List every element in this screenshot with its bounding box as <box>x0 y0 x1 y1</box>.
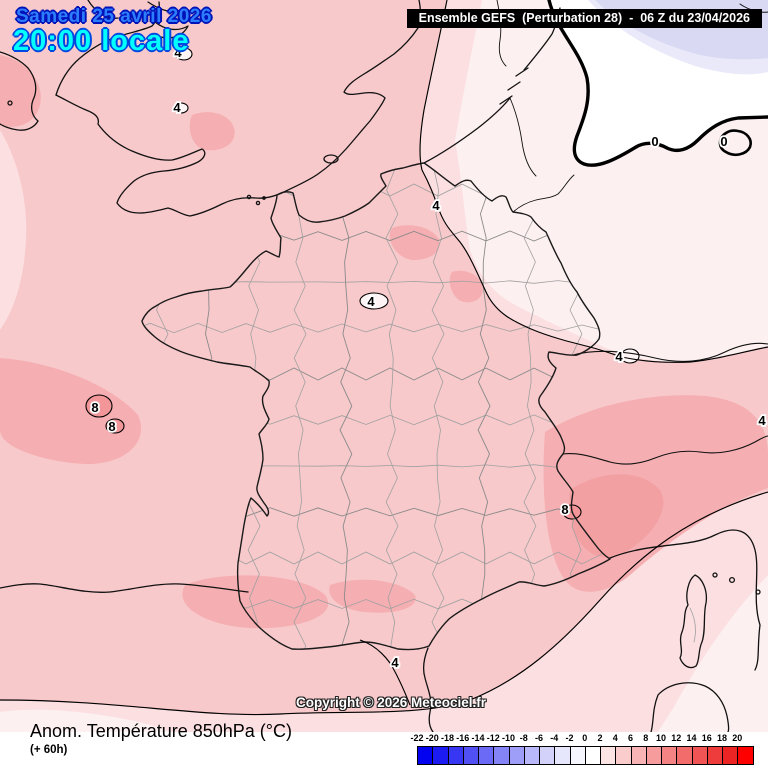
left-light-strip <box>0 130 27 330</box>
color-scale-bar <box>417 746 754 765</box>
model-run-info: Ensemble GEFS (Perturbation 28) - 06 Z d… <box>406 9 762 28</box>
contour-value-label: 4 <box>367 294 375 309</box>
contour-value-label: 4 <box>758 413 766 428</box>
scale-tick-label: 4 <box>612 733 618 743</box>
scale-color-cell <box>509 747 525 764</box>
scale-tick-label: 12 <box>671 733 682 743</box>
department-line <box>385 169 399 650</box>
scale-tick-label: 10 <box>655 733 667 743</box>
date-line: Samedi 25 avril 2026 <box>16 6 212 27</box>
scale-tick-label: -16 <box>456 733 470 743</box>
local-time-line: 20:00 locale <box>13 25 190 57</box>
scale-color-cell <box>662 747 678 764</box>
scale-tick-label: -8 <box>519 733 528 743</box>
department-line <box>339 169 353 650</box>
scale-color-cell <box>677 747 693 764</box>
scale-tick-label: 8 <box>643 733 649 743</box>
contour-value-label: 8 <box>108 419 115 434</box>
scale-tick-label: -6 <box>534 733 544 743</box>
scale-tick-label: -20 <box>425 733 439 743</box>
alps-dark-core <box>569 474 664 558</box>
department-line <box>477 169 491 650</box>
scale-color-cell <box>738 747 753 764</box>
scale-tick-label: 14 <box>686 733 697 743</box>
scale-color-cell <box>433 747 449 764</box>
scale-color-cell <box>555 747 571 764</box>
contour-value-label: 0 <box>651 134 658 149</box>
scale-color-cell <box>448 747 464 764</box>
color-scale: -22 -20 -18 -16 -14 -12 -10 -8 -6 -4 -2 0 2 4 6 8 10 12 14… <box>410 733 754 767</box>
scale-tick-label: -10 <box>501 733 516 743</box>
bottom-left-pale <box>0 709 170 732</box>
scale-color-cell <box>631 747 647 764</box>
department-line <box>293 169 307 650</box>
scale-tick-label: -14 <box>471 733 485 743</box>
scale-color-cell <box>494 747 510 764</box>
scale-color-cell <box>463 747 479 764</box>
scale-tick-label: -22 <box>410 733 424 743</box>
scale-color-cell <box>646 747 662 764</box>
contour-value-label: 4 <box>615 349 623 364</box>
scale-color-cell <box>723 747 739 764</box>
scale-color-cell <box>570 747 586 764</box>
contour-value-label: 4 <box>432 198 440 213</box>
pale-anomaly-zone <box>455 0 768 362</box>
contour-0-line <box>547 0 768 167</box>
scale-color-cell <box>585 747 601 764</box>
contour-value-label: 0 <box>720 134 727 149</box>
copyright-text: Copyright © 2026 Meteociel.fr <box>296 695 486 710</box>
se-pale-wedge <box>658 575 768 732</box>
scale-tick-label: -4 <box>550 733 559 743</box>
legend-title: Anom. Température 850hPa (°C) <box>30 721 292 741</box>
scale-color-cell <box>540 747 556 764</box>
scale-color-cell <box>616 747 632 764</box>
scale-tick-label: 18 <box>716 733 728 743</box>
scale-tick-label: 16 <box>701 733 712 743</box>
forecast-hour: (+ 60h) <box>30 744 68 756</box>
contour-value-label: 8 <box>91 400 98 415</box>
scale-color-cell <box>479 747 495 764</box>
scale-tick-label: 20 <box>732 733 743 743</box>
department-line <box>431 169 445 650</box>
france-border <box>141 162 611 651</box>
scale-color-cell <box>524 747 540 764</box>
scale-color-cell <box>692 747 708 764</box>
scale-tick-label: 2 <box>597 733 603 743</box>
contour-value-label: 4 <box>174 45 182 60</box>
contour-value-label: 4 <box>391 655 399 670</box>
scale-color-cell <box>601 747 617 764</box>
scale-tick-label: -2 <box>565 733 574 743</box>
scale-color-cell <box>418 747 434 764</box>
scale-tick-label: -18 <box>440 733 455 743</box>
contour-4-lines <box>0 0 768 716</box>
department-line <box>142 322 610 334</box>
contour-value-label: 8 <box>561 502 568 517</box>
scale-tick-label: -12 <box>486 733 500 743</box>
scale-color-cell <box>707 747 723 764</box>
contour-value-label: 4 <box>173 100 181 115</box>
scale-tick-label: 6 <box>627 733 634 743</box>
scale-tick-label: 0 <box>582 733 588 743</box>
